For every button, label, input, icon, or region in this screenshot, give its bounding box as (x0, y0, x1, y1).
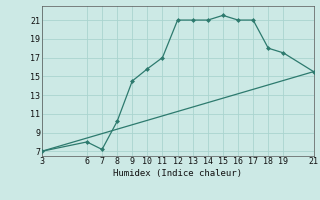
X-axis label: Humidex (Indice chaleur): Humidex (Indice chaleur) (113, 169, 242, 178)
